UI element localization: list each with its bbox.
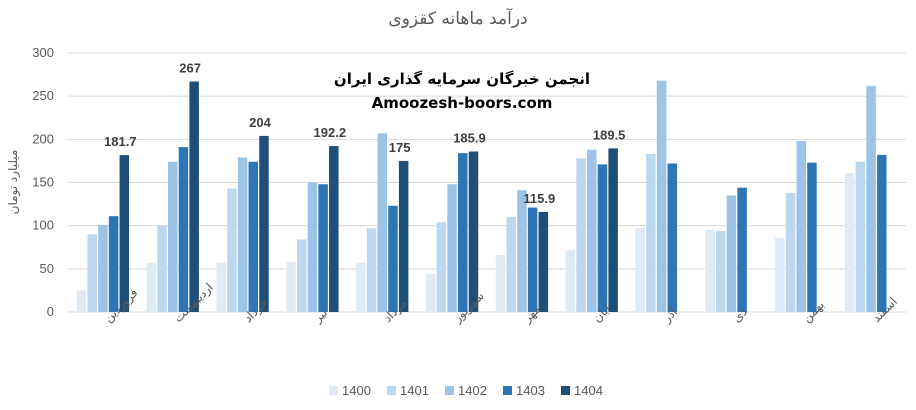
data-label: 192.2 (314, 125, 347, 140)
data-labels: 181.7 267 204 192.2 175 185.9 115.9 189.5 (104, 60, 625, 205)
bar-1401-9 (646, 154, 656, 312)
legend-swatch-1401 (387, 386, 396, 395)
bar-1401-2 (157, 225, 167, 312)
bar-1400-3 (216, 262, 226, 312)
bar-1401-6 (436, 222, 447, 312)
y-tick-label: 300 (32, 45, 54, 60)
data-label: 267 (179, 60, 201, 75)
bar-1403-3 (248, 161, 259, 312)
y-tick-label: 200 (32, 131, 54, 146)
y-tick-label: 0 (47, 304, 54, 319)
bar-1402-6 (447, 184, 457, 312)
bar-1402-4 (307, 182, 318, 312)
watermark-line2: Amoozesh-boors.com (372, 94, 553, 112)
bar-1404-7 (538, 211, 549, 312)
bar-1403-4 (318, 184, 328, 312)
bar-1401-4 (296, 239, 307, 312)
bar-1403-11 (807, 162, 817, 312)
bar-1403-2 (178, 147, 189, 312)
bar-1400-11 (775, 237, 785, 312)
bar-1403-8 (597, 164, 608, 312)
y-tick-label: 150 (32, 175, 54, 190)
bar-1402-8 (587, 149, 597, 312)
legend-swatch-1404 (561, 386, 570, 395)
y-tick-label: 250 (32, 88, 54, 103)
chart-title: درآمد ماهانه کقزوی (388, 7, 527, 29)
bar-1400-7 (495, 255, 506, 312)
bar-1404-3 (259, 135, 269, 312)
y-tick-label: 50 (40, 261, 54, 276)
bar-1400-12 (844, 173, 855, 312)
bar-1401-3 (227, 188, 237, 312)
bar-1402-9 (656, 80, 667, 312)
bar-1400-5 (356, 262, 366, 312)
data-label: 204 (249, 115, 271, 130)
bar-1404-2 (189, 81, 199, 313)
legend-label-1403: 1403 (516, 383, 545, 398)
bar-1403-12 (877, 154, 887, 312)
bar-1401-5 (366, 228, 377, 312)
bar-1404-5 (398, 160, 409, 312)
bar-1403-6 (458, 153, 468, 312)
bars (76, 80, 887, 313)
legend-swatch-1400 (329, 386, 338, 395)
bar-1402-3 (237, 157, 248, 312)
y-tick-label: 100 (32, 218, 54, 233)
bar-1402-1 (98, 224, 108, 312)
bar-1403-7 (527, 207, 538, 312)
bar-1403-5 (388, 205, 398, 312)
y-axis-label: میلیارد تومان (6, 150, 21, 215)
bar-1400-8 (565, 249, 576, 312)
legend-label-1404: 1404 (574, 383, 603, 398)
legend-label-1402: 1402 (458, 383, 487, 398)
legend: 1400 1401 1402 1403 1404 (329, 383, 603, 398)
legend-swatch-1403 (503, 386, 512, 395)
bar-1401-8 (576, 158, 586, 312)
data-label: 189.5 (593, 127, 626, 142)
bar-1400-10 (705, 229, 715, 312)
data-label: 175 (389, 140, 411, 155)
bar-1403-10 (737, 187, 747, 312)
legend-label-1401: 1401 (400, 383, 429, 398)
y-axis-ticks: 0 50 100 150 200 250 300 (32, 45, 54, 319)
bar-1401-12 (855, 161, 866, 312)
bar-1400-6 (425, 274, 436, 312)
bar-1404-8 (608, 148, 618, 312)
legend-label-1400: 1400 (342, 383, 371, 398)
watermark-line1: انجمن خبرگان سرمایه گذاری ایران (334, 70, 590, 88)
bar-1402-7 (517, 190, 527, 312)
legend-swatch-1402 (445, 386, 454, 395)
grid-lines (68, 52, 906, 313)
bar-1404-6 (468, 151, 479, 312)
bar-1403-1 (108, 216, 119, 312)
data-label: 181.7 (104, 134, 137, 149)
bar-1402-10 (726, 195, 737, 312)
bar-1401-11 (785, 192, 796, 312)
bar-1401-1 (87, 234, 97, 312)
bar-1403-9 (667, 163, 678, 312)
bar-1400-4 (286, 261, 296, 312)
bar-1404-1 (119, 155, 130, 312)
bar-1402-12 (866, 85, 876, 312)
data-label: 185.9 (453, 131, 486, 146)
bar-1402-5 (377, 133, 387, 312)
bar-1402-11 (796, 141, 806, 312)
bar-1400-9 (635, 228, 645, 312)
bar-1404-4 (329, 146, 339, 312)
bar-1400-1 (76, 290, 87, 312)
data-label: 115.9 (523, 191, 555, 206)
bar-1402-2 (168, 161, 178, 312)
bar-1401-7 (506, 217, 516, 312)
bar-1400-2 (146, 262, 157, 312)
bar-1401-10 (715, 230, 726, 312)
